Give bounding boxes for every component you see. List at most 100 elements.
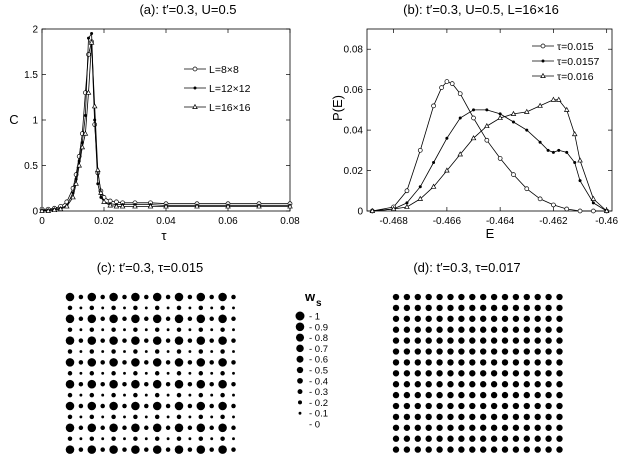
panel-c-site-14-2 [87, 445, 97, 454]
panel-b-series-0-point-11 [497, 156, 503, 161]
panel-c-site-9-0 [67, 392, 73, 398]
panel-c-site-10-8 [152, 401, 162, 411]
panel-c-site-8-13 [209, 381, 214, 387]
panel-d-site-8-9 [490, 381, 498, 388]
panel-c-site-3-8 [154, 327, 160, 332]
panel-d-site-0-11 [512, 293, 520, 301]
panel-c-site-7-14 [220, 371, 225, 376]
panel-d-site-5-12 [523, 348, 530, 355]
panel-c-site-6-0 [65, 358, 75, 367]
panel-c-site-8-7 [144, 381, 149, 387]
panel-c-site-12-9 [165, 425, 171, 431]
panel-d-site-13-2 [414, 435, 421, 442]
panel-d-site-9-6 [458, 391, 465, 399]
panel-c-site-11-12 [198, 414, 204, 420]
panel-c-site-1-3 [101, 306, 105, 310]
panel-d-site-8-4 [436, 381, 443, 388]
panel-d-site-14-4 [436, 446, 443, 453]
panel-d-site-1-14 [545, 304, 552, 312]
panel-b-xtick-label-2: -0.464 [486, 216, 515, 227]
panel-c-site-6-13 [209, 360, 214, 365]
panel-b-series-1-point-2 [405, 201, 409, 205]
panel-c-site-13-0 [67, 436, 73, 441]
panel-d-site-7-8 [480, 370, 487, 377]
panel-c-site-4-1 [78, 338, 84, 343]
panel-c-site-5-11 [188, 350, 192, 353]
panel-b-series-1-point-5 [445, 136, 449, 140]
panel-b-series-0-point-7 [449, 81, 455, 86]
panel-c-site-12-2 [87, 423, 97, 433]
panel-d-site-5-6 [458, 348, 465, 355]
panel-c-site-2-11 [187, 316, 193, 322]
weight-legend-label-5: - 0.5 [309, 366, 328, 377]
panel-d-site-9-15 [556, 391, 563, 399]
panel-d-site-12-14 [545, 424, 552, 431]
panel-d-site-11-3 [425, 413, 432, 421]
panel-c-site-14-12 [196, 445, 206, 454]
panel-c-site-13-10 [176, 436, 182, 441]
panel-c-site-2-0 [65, 314, 75, 324]
panel-d-site-0-15 [556, 293, 563, 301]
panel-d-site-10-10 [501, 402, 509, 410]
panel-c-site-9-13 [210, 393, 214, 397]
panel-c-site-0-5 [122, 294, 127, 300]
panel-c-site-7-2 [89, 371, 95, 376]
panel-b-series-2-point-7 [470, 135, 477, 141]
panel-d-site-5-13 [534, 348, 541, 355]
panel-d-site-1-4 [436, 304, 443, 312]
panel-d-site-8-0 [392, 381, 400, 388]
panel-b-xlabel: E [486, 226, 495, 241]
panel-c-site-10-5 [122, 403, 127, 409]
panel-d-site-8-14 [545, 381, 552, 388]
panel-d-site-1-6 [458, 304, 465, 312]
weight-legend-label-7: - 0.3 [309, 387, 328, 398]
panel-b-series-0-point-17 [577, 208, 583, 214]
panel-c-site-14-1 [78, 447, 84, 452]
panel-c-site-3-10 [176, 327, 182, 332]
panel-d-site-5-14 [545, 348, 552, 355]
weight-legend-dot-3 [296, 344, 304, 353]
panel-c-site-3-5 [123, 328, 126, 332]
panel-a-xtick-label-4: 0.08 [280, 216, 300, 227]
panel-c-site-9-3 [101, 393, 105, 397]
panel-c-site-10-12 [196, 401, 206, 411]
panel-c-site-6-2 [87, 358, 97, 367]
panel-d-site-8-15 [556, 381, 563, 388]
panel-c-site-14-8 [152, 445, 162, 454]
panel-c-site-7-13 [210, 371, 214, 375]
panel-c-site-0-14 [218, 292, 227, 302]
panel-d-site-1-9 [490, 304, 498, 312]
panel-c-site-1-10 [176, 305, 182, 311]
panel-d-site-4-13 [534, 337, 541, 344]
panel-c-site-6-12 [196, 358, 206, 367]
panel-d-site-11-6 [458, 413, 465, 421]
panel-a-series-2-point-2 [51, 206, 58, 213]
panel-c-site-10-1 [78, 403, 84, 409]
panel-d-site-9-14 [545, 391, 552, 399]
panel-c-site-6-11 [187, 360, 193, 365]
panel-c-site-13-12 [198, 436, 204, 441]
panel-c-site-11-13 [210, 415, 214, 419]
panel-a-ylabel: C [9, 112, 18, 127]
panel-b-legend-marker-2 [540, 72, 546, 78]
panel-c-site-12-15 [231, 425, 236, 431]
panel-d-site-13-15 [556, 435, 563, 442]
panel-d-site-7-7 [469, 370, 476, 377]
panel-c-site-1-2 [89, 305, 95, 311]
panel-a-series-2-point-22 [194, 203, 200, 209]
panel-b-series-1-point-14 [551, 150, 555, 154]
panel-d-site-12-1 [403, 424, 411, 431]
panel-c-site-13-5 [123, 437, 126, 441]
panel-d-site-8-2 [414, 381, 421, 388]
panel-c-site-14-14 [218, 445, 227, 454]
panel-b-series-2-point-5 [444, 167, 450, 173]
panel-b-series-1-point-7 [472, 108, 476, 112]
panel-c-site-7-5 [123, 371, 126, 375]
panel-d-site-6-9 [490, 359, 498, 366]
panel-d-site-3-4 [436, 326, 443, 333]
panel-d-site-9-1 [403, 391, 411, 399]
panel-d-site-11-13 [534, 413, 541, 421]
panel-d-site-5-0 [392, 348, 400, 355]
panel-c-site-6-15 [231, 360, 236, 365]
panel-d: (d): t′=0.3, τ=0.017 [392, 260, 563, 453]
